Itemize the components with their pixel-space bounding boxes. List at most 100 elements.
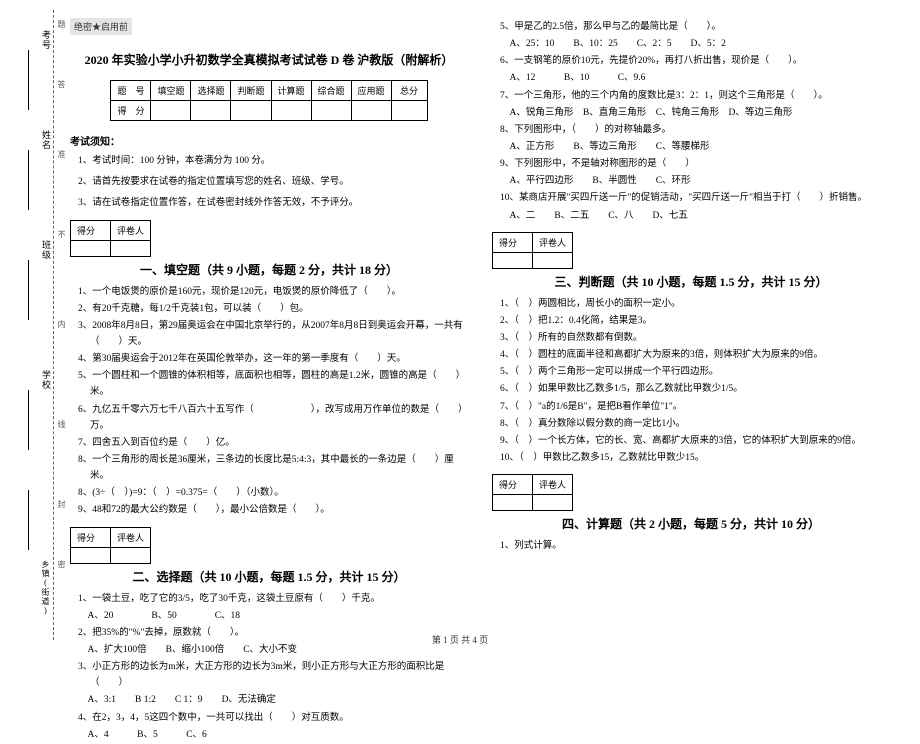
seal-char: 不 xyxy=(56,230,67,242)
score-summary-table: 题 号 填空题 选择题 判断题 计算题 综合题 应用题 总分 得 分 xyxy=(110,80,427,121)
question: 7、四舍五入到百位约是（ ）亿。 xyxy=(78,435,468,451)
question-options: A、20 B、50 C、18 xyxy=(78,608,468,624)
score-head: 题 号 xyxy=(111,81,151,101)
question: 3、2008年8月8日，第29届奥运会在中国北京举行的，从2007年8月8日到奥… xyxy=(78,318,468,350)
score-head: 判断题 xyxy=(231,81,271,101)
score-cell xyxy=(151,101,191,121)
section-scorebox: 得分评卷人 xyxy=(492,232,573,269)
binding-underline xyxy=(28,260,29,320)
scorebox-label: 评卷人 xyxy=(111,220,151,240)
score-head: 总分 xyxy=(391,81,427,101)
seal-char: 准 xyxy=(56,150,67,162)
binding-underline xyxy=(28,490,29,550)
question: 3、小正方形的边长为m米，大正方形的边长为3m米，则小正方形与大正方形的面积比是… xyxy=(78,659,468,691)
score-cell xyxy=(271,101,311,121)
question-options: A、25：10 B、10：25 C、2：5 D、5：2 xyxy=(500,36,890,52)
scorebox-label: 评卷人 xyxy=(533,232,573,252)
score-head: 计算题 xyxy=(271,81,311,101)
seal-char: 答 xyxy=(56,80,67,92)
notice-item: 3、请在试卷指定位置作答，在试卷密封线外作答无效，不予评分。 xyxy=(78,196,468,211)
question: 1、一袋土豆，吃了它的3/5，吃了30千克，这袋土豆原有（ ）千克。 xyxy=(78,591,468,607)
question: 5、甲是乙的2.5倍，那么甲与乙的最简比是（ ）。 xyxy=(500,19,890,35)
score-head: 应用题 xyxy=(351,81,391,101)
scorebox-cell xyxy=(111,240,151,256)
question: 10、某商店开展"买四斤送一斤"的促销活动，"买四斤送一斤"相当于打（ ）折销售… xyxy=(500,190,890,206)
scorebox-label: 评卷人 xyxy=(111,527,151,547)
question: 8、下列图形中，（ ）的对称轴最多。 xyxy=(500,122,890,138)
scorebox-cell xyxy=(71,547,111,563)
question: 6、（ ）如果甲数比乙数多1/5，那么乙数就比甲数少1/5。 xyxy=(500,381,890,397)
notice-item: 2、请首先按要求在试卷的指定位置填写您的姓名、班级、学号。 xyxy=(78,175,468,190)
score-cell xyxy=(231,101,271,121)
question: 5、（ ）两个三角形一定可以拼成一个平行四边形。 xyxy=(500,364,890,380)
binding-underline xyxy=(28,150,29,210)
table-row: 题 号 填空题 选择题 判断题 计算题 综合题 应用题 总分 xyxy=(111,81,427,101)
scorebox-label: 得分 xyxy=(71,527,111,547)
question: 4、在2，3，4，5这四个数中，一共可以找出（ ）对互质数。 xyxy=(78,710,468,726)
question: 5、一个圆柱和一个圆锥的体积相等，底面积也相等，圆柱的高是1.2米，圆锥的高是（… xyxy=(78,368,468,400)
question-options: A、12 B、10 C、9.6 xyxy=(500,70,890,86)
question: 9、48和72的最大公约数是（ ），最小公倍数是（ ）。 xyxy=(78,502,468,518)
scorebox-cell xyxy=(533,252,573,268)
scorebox-cell xyxy=(493,495,533,511)
seal-line xyxy=(53,10,54,640)
seal-char: 题 xyxy=(56,20,67,32)
page-title: 2020 年实验小学小升初数学全真模拟考试试卷 D 卷 沪教版（附解析） xyxy=(70,51,468,68)
scorebox-label: 得分 xyxy=(71,220,111,240)
seal-char: 密 xyxy=(56,560,67,572)
question: 1、列式计算。 xyxy=(500,538,890,554)
question: 2、（ ）把1.2：0.4化简，结果是3。 xyxy=(500,313,890,329)
page-footer: 第 1 页 共 4 页 xyxy=(0,633,920,646)
notice-heading: 考试须知： xyxy=(70,133,468,148)
question: 4、第30届奥运会于2012年在英国伦敦举办，这一年的第一季度有（ ）天。 xyxy=(78,351,468,367)
binding-label: 乡镇(街道) xyxy=(40,560,51,616)
binding-label: 班级 xyxy=(40,240,53,260)
scorebox-cell xyxy=(111,547,151,563)
question-options: A、4 B、5 C、6 xyxy=(78,727,468,743)
score-cell xyxy=(351,101,391,121)
question: 1、（ ）两圆相比，周长小的面积一定小。 xyxy=(500,296,890,312)
binding-underline xyxy=(28,390,29,450)
section-scorebox: 得分评卷人 xyxy=(70,527,151,564)
section-scorebox: 得分评卷人 xyxy=(492,474,573,511)
score-cell xyxy=(391,101,427,121)
binding-label: 姓名 xyxy=(40,130,53,150)
question: 1、一个电饭煲的原价是160元，现价是120元，电饭煲的原价降低了（ ）。 xyxy=(78,284,468,300)
scorebox-label: 得分 xyxy=(493,475,533,495)
question-options: A、正方形 B、等边三角形 C、等腰梯形 xyxy=(500,139,890,155)
section-4-heading: 四、计算题（共 2 小题，每题 5 分，共计 10 分） xyxy=(492,515,890,532)
score-cell xyxy=(311,101,351,121)
seal-char: 线 xyxy=(56,420,67,432)
scorebox-cell xyxy=(71,240,111,256)
section-3-heading: 三、判断题（共 10 小题，每题 1.5 分，共计 15 分） xyxy=(492,273,890,290)
question: 8、（ ）真分数除以假分数的商一定比1小。 xyxy=(500,416,890,432)
scorebox-label: 得分 xyxy=(493,232,533,252)
score-head: 填空题 xyxy=(151,81,191,101)
question: 6、一支钢笔的原价10元，先提价20%，再打八折出售，现价是（ ）。 xyxy=(500,53,890,69)
score-cell xyxy=(191,101,231,121)
table-row: 得 分 xyxy=(111,101,427,121)
score-head: 选择题 xyxy=(191,81,231,101)
section-scorebox: 得分评卷人 xyxy=(70,220,151,257)
section-1-heading: 一、填空题（共 9 小题，每题 2 分，共计 18 分） xyxy=(70,261,468,278)
scorebox-label: 评卷人 xyxy=(533,475,573,495)
question: 10、（ ）甲数比乙数多15，乙数就比甲数少15。 xyxy=(500,450,890,466)
notice-item: 1、考试时间：100 分钟，本卷满分为 100 分。 xyxy=(78,154,468,169)
scorebox-cell xyxy=(533,495,573,511)
question: 9、（ ）一个长方体，它的长、宽、高都扩大原来的3倍，它的体积扩大到原来的9倍。 xyxy=(500,433,890,449)
binding-label: 考号 xyxy=(40,30,53,50)
question: 7、（ ）"a的1/6是B"，是把B看作单位"1"。 xyxy=(500,399,890,415)
question: 8、一个三角形的周长是36厘米，三条边的长度比是5:4:3，其中最长的一条边是（… xyxy=(78,452,468,484)
binding-label: 学校 xyxy=(40,370,53,390)
seal-char: 封 xyxy=(56,500,67,512)
seal-char: 内 xyxy=(56,320,67,332)
question-options: A、锐角三角形 B、直角三角形 C、钝角三角形 D、等边三角形 xyxy=(500,105,890,121)
question: 3、（ ）所有的自然数都有倒数。 xyxy=(500,330,890,346)
exam-page: 考号 姓名 班级 学校 乡镇(街道) 题 答 准 不 内 线 封 密 绝密★启用… xyxy=(0,0,920,650)
score-head: 综合题 xyxy=(311,81,351,101)
question-options: A、3:1 B 1:2 C 1：9 D、无法确定 xyxy=(78,692,468,708)
question: 4、（ ）圆柱的底面半径和高都扩大为原来的3倍，则体积扩大为原来的9倍。 xyxy=(500,347,890,363)
question: 7、一个三角形，他的三个内角的度数比是3：2：1，则这个三角形是（ ）。 xyxy=(500,88,890,104)
secret-label: 绝密★启用前 xyxy=(70,18,132,35)
binding-margin: 考号 姓名 班级 学校 乡镇(街道) 题 答 准 不 内 线 封 密 xyxy=(0,0,70,650)
